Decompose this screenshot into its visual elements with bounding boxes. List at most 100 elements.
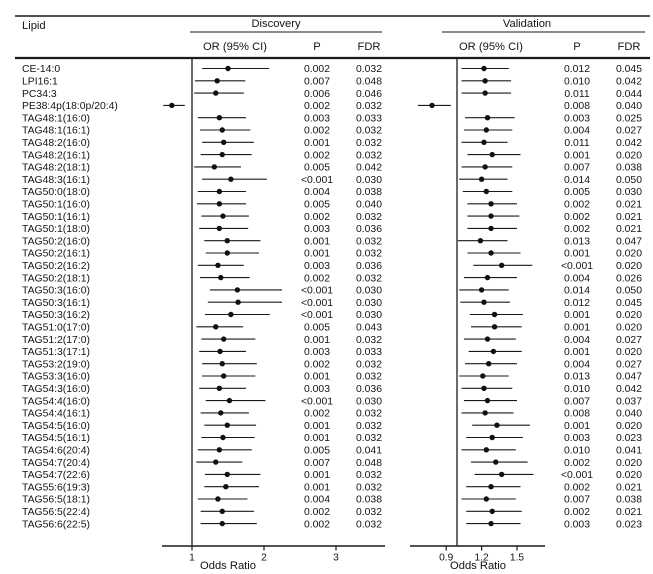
or-point (483, 496, 490, 502)
fdr-value: 0.032 (356, 249, 382, 260)
fdr-value: 0.048 (356, 77, 382, 88)
p-value: 0.002 (304, 409, 330, 420)
or-point (489, 434, 495, 441)
or-point (213, 459, 219, 465)
fdr-value: 0.047 (616, 372, 642, 383)
or-point (482, 410, 488, 416)
p-value: 0.012 (564, 298, 590, 309)
fdr-value: 0.032 (356, 470, 382, 481)
fdr-value: 0.023 (616, 433, 642, 444)
fdr-value: 0.038 (616, 495, 642, 506)
or-point (216, 225, 223, 232)
x-axis-tick-label: 2 (261, 553, 267, 564)
p-value: 0.002 (304, 126, 330, 137)
validation-p-header: P (573, 41, 580, 53)
or-point (216, 188, 223, 195)
or-point (217, 348, 223, 355)
or-point (491, 311, 498, 318)
or-point (490, 348, 497, 355)
fdr-value: 0.032 (356, 212, 382, 223)
or-point (226, 397, 233, 404)
p-value: 0.007 (564, 495, 590, 506)
or-point (215, 496, 221, 502)
or-point (224, 471, 230, 478)
or-point (489, 151, 495, 158)
fdr-value: 0.037 (616, 396, 642, 407)
or-point (488, 225, 494, 232)
or-point (220, 373, 227, 379)
p-value: 0.005 (304, 200, 330, 211)
fdr-value: 0.021 (616, 507, 642, 518)
p-value: 0.002 (564, 482, 590, 493)
lipid-label: TAG48:2(16:0) (22, 138, 90, 149)
p-value: <0.001 (301, 298, 333, 309)
discovery-or-ci-header: OR (95% CI) (203, 41, 267, 53)
or-point (480, 373, 486, 379)
or-point (219, 361, 225, 367)
fdr-value: 0.030 (356, 286, 382, 297)
fdr-value: 0.032 (356, 482, 382, 493)
or-point (488, 201, 494, 207)
fdr-value: 0.033 (356, 347, 382, 358)
lipid-label: TAG56:6(22:5) (22, 519, 90, 530)
fdr-value: 0.032 (356, 372, 382, 383)
validation-fdr-header: FDR (618, 41, 641, 53)
or-point (488, 520, 494, 527)
fdr-value: 0.032 (356, 433, 382, 444)
fdr-value: 0.032 (356, 409, 382, 420)
p-value: 0.002 (304, 507, 330, 518)
p-value: 0.002 (304, 273, 330, 284)
or-point (481, 385, 487, 391)
fdr-value: 0.032 (356, 335, 382, 346)
fdr-value: 0.021 (616, 482, 642, 493)
fdr-value: 0.050 (616, 175, 642, 186)
fdr-value: 0.020 (616, 421, 642, 432)
fdr-value: 0.043 (356, 323, 382, 334)
p-value: 0.002 (304, 150, 330, 161)
or-point (224, 250, 230, 256)
fdr-value: 0.032 (356, 64, 382, 75)
or-point (213, 90, 219, 96)
or-point (213, 324, 219, 330)
or-point (220, 139, 227, 145)
or-point (484, 274, 491, 281)
p-value: 0.008 (564, 101, 590, 112)
p-value: 0.003 (564, 519, 590, 530)
p-value: 0.004 (304, 187, 330, 198)
fdr-value: 0.032 (356, 150, 382, 161)
lipid-label: TAG50:2(16:0) (22, 236, 90, 247)
p-value: 0.002 (304, 64, 330, 75)
or-point (494, 422, 500, 428)
p-value: 0.007 (304, 77, 330, 88)
p-value: 0.002 (564, 212, 590, 223)
fdr-value: 0.036 (356, 261, 382, 272)
or-point (481, 299, 487, 305)
lipid-label: TAG51:2(17:0) (22, 335, 90, 346)
lipid-label: TAG54:7(22:6) (22, 470, 90, 481)
p-value: 0.001 (564, 421, 590, 432)
p-value: 0.005 (304, 446, 330, 457)
p-value: 0.004 (564, 273, 590, 284)
p-value: 0.002 (304, 212, 330, 223)
lipid-label: TAG48:2(16:1) (22, 150, 90, 161)
fdr-value: 0.047 (616, 236, 642, 247)
fdr-value: 0.020 (616, 150, 642, 161)
or-point (483, 127, 490, 133)
fdr-value: 0.021 (616, 212, 642, 223)
lipid-label: TAG48:2(18:1) (22, 163, 90, 174)
x-axis-tick-label: 3 (333, 553, 339, 564)
lipid-label: TAG54:5(16:1) (22, 433, 90, 444)
p-value: 0.005 (304, 323, 330, 334)
p-value: 0.003 (304, 261, 330, 272)
discovery-fdr-header: FDR (358, 41, 381, 53)
or-point (484, 397, 491, 404)
or-point (216, 447, 223, 453)
lipid-label: TAG51:3(17:1) (22, 347, 90, 358)
lipid-label: TAG54:5(16:0) (22, 421, 90, 432)
fdr-value: 0.042 (356, 163, 382, 174)
lipid-label: TAG50:0(18:0) (22, 187, 90, 198)
p-value: 0.001 (304, 138, 330, 149)
p-value: 0.010 (564, 446, 590, 457)
or-point (219, 508, 225, 514)
p-value: 0.002 (304, 101, 330, 112)
